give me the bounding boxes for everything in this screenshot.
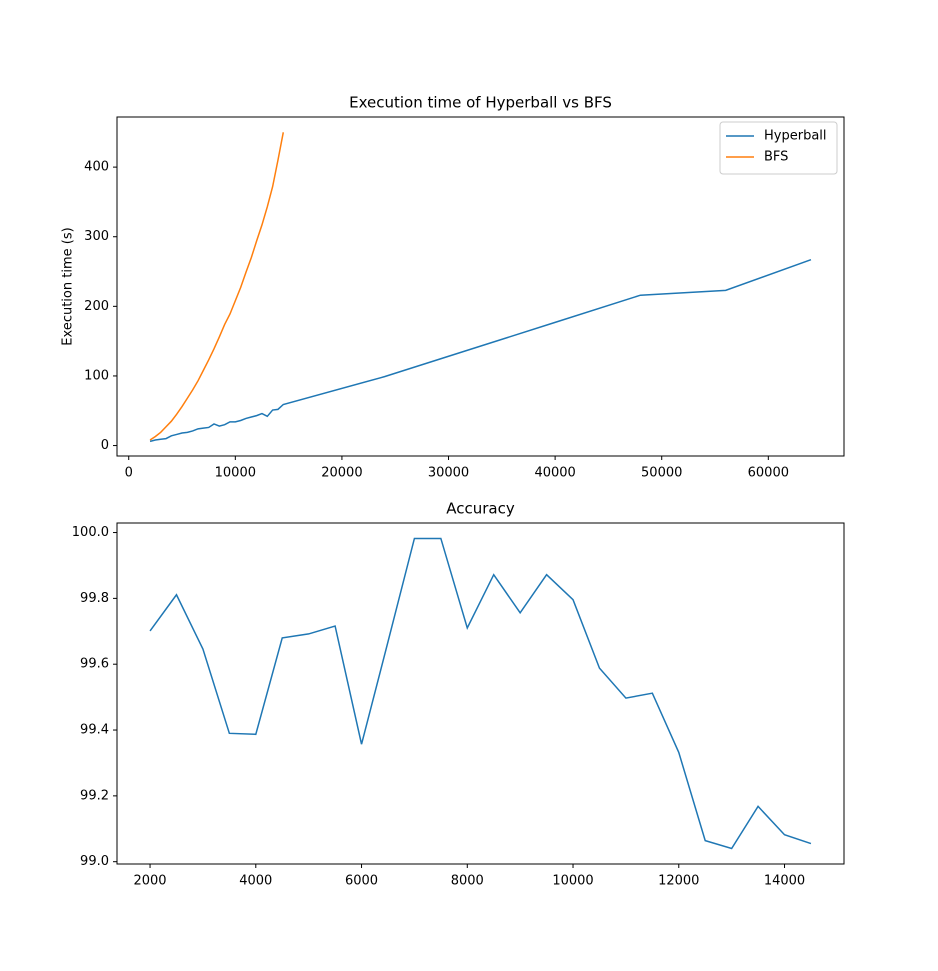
x-tick-label: 6000 — [345, 874, 378, 889]
legend-label: BFS — [764, 150, 788, 165]
y-tick-label: 0 — [101, 438, 109, 453]
y-tick-label: 400 — [84, 160, 109, 175]
chart-title: Accuracy — [446, 500, 515, 518]
x-tick-label: 14000 — [764, 874, 805, 889]
plot-frame — [116, 522, 845, 865]
y-tick-label: 99.0 — [80, 854, 109, 869]
y-tick-label: 99.4 — [80, 723, 109, 738]
x-tick-label: 0 — [125, 466, 133, 481]
x-tick-label: 60000 — [748, 466, 789, 481]
y-tick-label: 99.2 — [80, 788, 109, 803]
y-tick-label: 200 — [84, 299, 109, 314]
y-tick-label: 99.8 — [80, 591, 109, 606]
x-tick-label: 4000 — [239, 874, 272, 889]
x-tick-label: 30000 — [428, 466, 469, 481]
legend-label: Hyperball — [764, 129, 827, 144]
x-tick-label: 8000 — [451, 874, 484, 889]
line-series — [149, 258, 812, 443]
legend-box — [719, 121, 838, 175]
y-tick-label: 99.6 — [80, 657, 109, 672]
x-tick-label: 40000 — [534, 466, 575, 481]
y-axis-label: Execution time (s) — [61, 227, 76, 345]
x-tick-label: 12000 — [658, 874, 699, 889]
plot-frame — [116, 116, 845, 457]
line-series — [149, 537, 812, 850]
x-tick-label: 10000 — [552, 874, 593, 889]
x-tick-label: 50000 — [641, 466, 682, 481]
y-tick-label: 100 — [84, 368, 109, 383]
chart-title: Execution time of Hyperball vs BFS — [349, 94, 612, 112]
x-tick-label: 2000 — [133, 874, 166, 889]
y-tick-label: 100.0 — [72, 525, 109, 540]
line-series — [149, 132, 285, 441]
x-tick-label: 20000 — [321, 466, 362, 481]
y-tick-label: 300 — [84, 229, 109, 244]
x-tick-label: 10000 — [215, 466, 256, 481]
